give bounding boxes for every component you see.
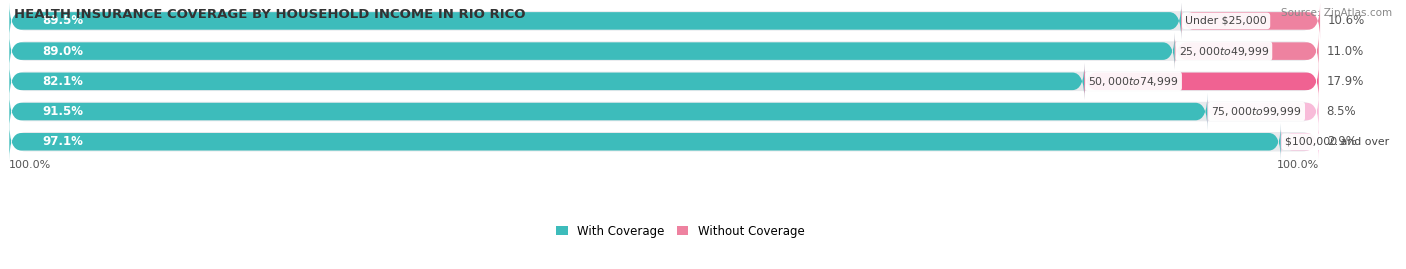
FancyBboxPatch shape [1175,33,1319,70]
Text: HEALTH INSURANCE COVERAGE BY HOUSEHOLD INCOME IN RIO RICO: HEALTH INSURANCE COVERAGE BY HOUSEHOLD I… [14,8,526,21]
Text: 11.0%: 11.0% [1327,45,1364,58]
Text: 97.1%: 97.1% [42,135,83,148]
FancyBboxPatch shape [1281,123,1319,160]
Text: Source: ZipAtlas.com: Source: ZipAtlas.com [1281,8,1392,18]
FancyBboxPatch shape [10,0,1319,46]
Text: 2.9%: 2.9% [1327,135,1357,148]
Text: 100.0%: 100.0% [1277,160,1319,170]
Text: 89.5%: 89.5% [42,15,83,27]
Text: $50,000 to $74,999: $50,000 to $74,999 [1088,75,1178,88]
Text: $25,000 to $49,999: $25,000 to $49,999 [1178,45,1270,58]
FancyBboxPatch shape [10,87,1319,136]
FancyBboxPatch shape [10,93,1208,130]
FancyBboxPatch shape [10,33,1175,70]
Legend: With Coverage, Without Coverage: With Coverage, Without Coverage [551,220,810,243]
Text: $75,000 to $99,999: $75,000 to $99,999 [1212,105,1302,118]
Text: 100.0%: 100.0% [10,160,52,170]
Text: 17.9%: 17.9% [1327,75,1364,88]
FancyBboxPatch shape [10,26,1319,76]
Text: 89.0%: 89.0% [42,45,83,58]
FancyBboxPatch shape [10,56,1319,106]
Text: 8.5%: 8.5% [1327,105,1357,118]
Text: 91.5%: 91.5% [42,105,83,118]
Text: 10.6%: 10.6% [1327,15,1365,27]
FancyBboxPatch shape [1208,93,1319,130]
Text: Under $25,000: Under $25,000 [1185,16,1267,26]
FancyBboxPatch shape [1181,2,1320,39]
Text: 82.1%: 82.1% [42,75,83,88]
Text: $100,000 and over: $100,000 and over [1285,137,1389,147]
FancyBboxPatch shape [10,63,1084,100]
FancyBboxPatch shape [10,117,1319,167]
FancyBboxPatch shape [10,123,1281,160]
FancyBboxPatch shape [10,2,1181,39]
FancyBboxPatch shape [1084,63,1319,100]
